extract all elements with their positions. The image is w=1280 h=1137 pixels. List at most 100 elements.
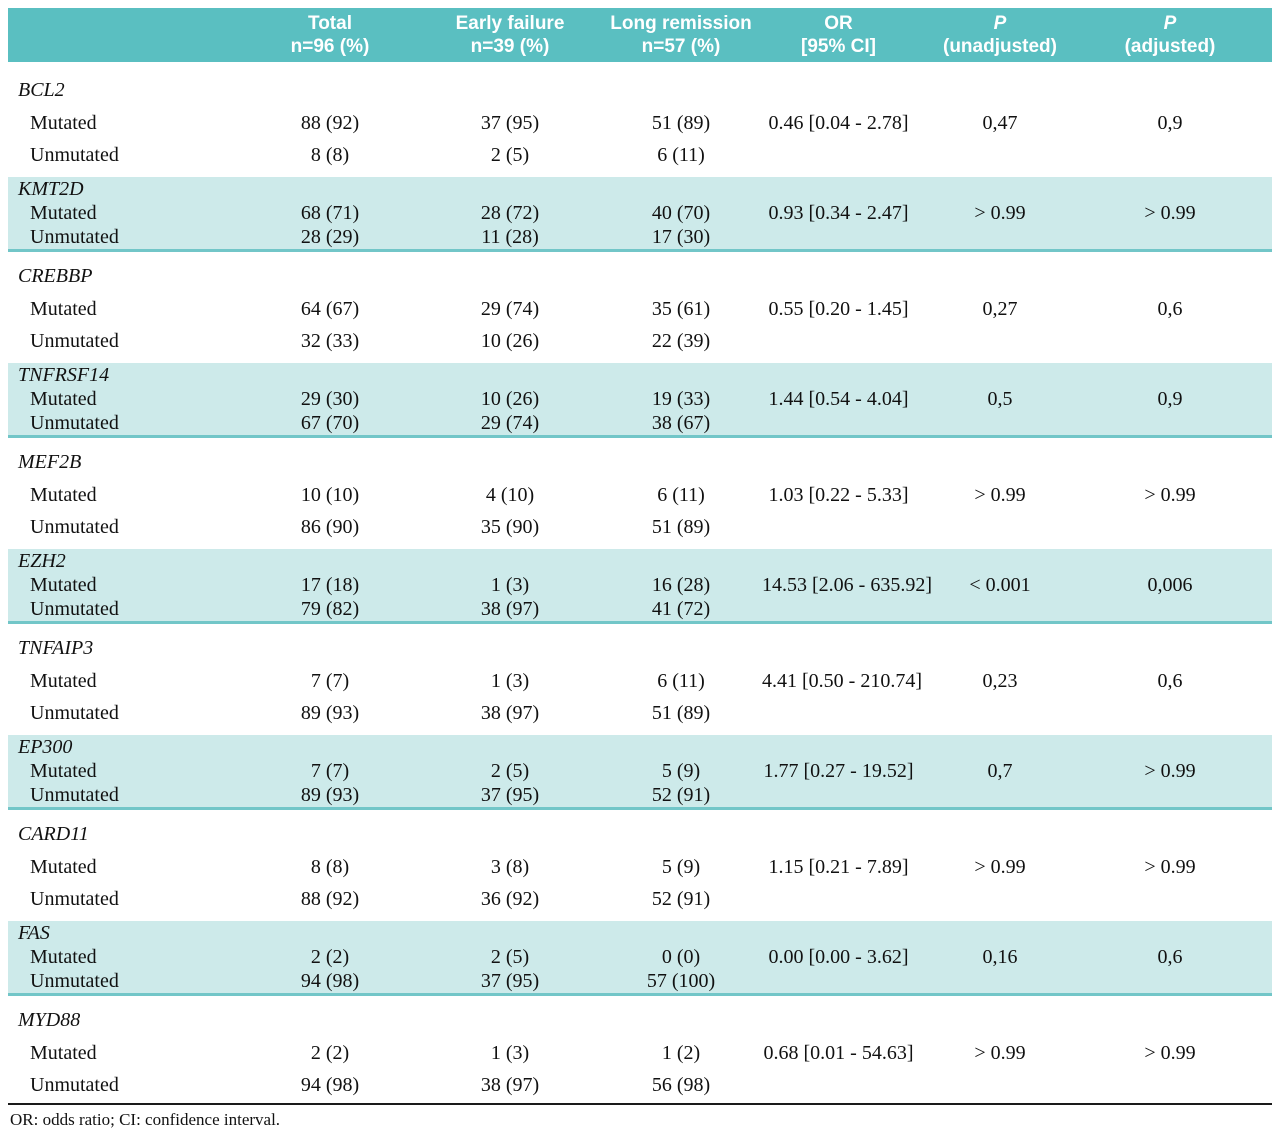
long-remission-cell: 35 (61) bbox=[651, 298, 711, 320]
gene-name: BCL2 bbox=[18, 79, 65, 101]
row-label: Mutated bbox=[30, 298, 97, 320]
gene-section-tnfrsf14: TNFRSF14 Mutated 29 (30) 10 (26) 19 (33) 1.44… bbox=[8, 363, 1272, 438]
early-failure-cell: 10 (26) bbox=[480, 388, 540, 410]
gene-name-row: FAS bbox=[8, 921, 1272, 945]
early-failure-cell: 2 (5) bbox=[490, 144, 530, 166]
row-label: Unmutated bbox=[30, 598, 119, 620]
header-line: OR bbox=[824, 13, 853, 34]
table-row: Mutated 2 (2) 2 (5) 0 (0) 0.00 [0.00 - 3.62]… bbox=[8, 945, 1272, 969]
gene-section-card11: CARD11 Mutated 8 (8) 3 (8) 5 (9) 1.15 [0.21 -… bbox=[8, 810, 1272, 921]
total-cell: 89 (93) bbox=[300, 784, 360, 806]
row-label: Unmutated bbox=[30, 144, 119, 166]
row-label: Unmutated bbox=[30, 970, 119, 992]
early-failure-cell: 1 (3) bbox=[490, 1042, 530, 1064]
p-unadjusted-cell: > 0.99 bbox=[974, 202, 1026, 224]
gene-name-row: CREBBP bbox=[8, 260, 1272, 293]
p-adjusted-cell: 0,6 bbox=[1157, 946, 1183, 968]
row-label: Unmutated bbox=[30, 516, 119, 538]
gene-name: TNFRSF14 bbox=[18, 364, 110, 386]
gene-name-row: TNFAIP3 bbox=[8, 632, 1272, 665]
early-failure-cell: 29 (74) bbox=[480, 298, 540, 320]
header-line: Long remission bbox=[610, 13, 752, 34]
early-failure-cell: 38 (97) bbox=[480, 702, 540, 724]
total-cell: 79 (82) bbox=[300, 598, 360, 620]
header-line: Early failure bbox=[455, 13, 565, 34]
table-row: Unmutated 79 (82) 38 (97) 41 (72) bbox=[8, 597, 1272, 621]
or-ci-cell: 0.46 [0.04 - 2.78] bbox=[768, 112, 909, 134]
table-row: Mutated 68 (71) 28 (72) 40 (70) 0.93 [0.34 -… bbox=[8, 201, 1272, 225]
p-unadjusted-cell: > 0.99 bbox=[974, 484, 1026, 506]
long-remission-cell: 6 (11) bbox=[657, 484, 705, 506]
header-line: n=57 (%) bbox=[641, 36, 721, 57]
gene-name: FAS bbox=[18, 922, 50, 944]
total-cell: 94 (98) bbox=[300, 970, 360, 992]
total-cell: 88 (92) bbox=[300, 888, 360, 910]
header-line: P bbox=[1163, 13, 1177, 34]
table-header: Total n=96 (%) Early failure n=39 (%) Lo… bbox=[8, 8, 1272, 62]
long-remission-cell: 22 (39) bbox=[651, 330, 711, 352]
p-unadjusted-cell: 0,47 bbox=[982, 112, 1018, 134]
p-unadjusted-cell: 0,23 bbox=[982, 670, 1018, 692]
long-remission-cell: 51 (89) bbox=[651, 112, 711, 134]
gene-name: MEF2B bbox=[18, 451, 82, 473]
gene-section-ep300: EP300 Mutated 7 (7) 2 (5) 5 (9) 1.77 [0.27 - … bbox=[8, 735, 1272, 810]
table-row: Unmutated 28 (29) 11 (28) 17 (30) bbox=[8, 225, 1272, 249]
row-label: Mutated bbox=[30, 484, 97, 506]
gene-section-kmt2d: KMT2D Mutated 68 (71) 28 (72) 40 (70) 0.93 [0… bbox=[8, 177, 1272, 252]
table-row: Mutated 2 (2) 1 (3) 1 (2) 0.68 [0.01 - 54.63… bbox=[8, 1037, 1272, 1069]
total-cell: 2 (2) bbox=[310, 946, 350, 968]
long-remission-cell: 38 (67) bbox=[651, 412, 711, 434]
table-row: Mutated 10 (10) 4 (10) 6 (11) 1.03 [0.22 - 5… bbox=[8, 479, 1272, 511]
gene-name-row: EZH2 bbox=[8, 549, 1272, 573]
early-failure-cell: 1 (3) bbox=[490, 670, 530, 692]
total-cell: 67 (70) bbox=[300, 412, 360, 434]
header-col-long-remission: Long remission n=57 (%) bbox=[600, 12, 762, 58]
or-ci-cell: 0.93 [0.34 - 2.47] bbox=[768, 202, 909, 224]
table-row: Unmutated 32 (33) 10 (26) 22 (39) bbox=[8, 325, 1272, 357]
long-remission-cell: 41 (72) bbox=[651, 598, 711, 620]
early-failure-cell: 4 (10) bbox=[485, 484, 535, 506]
row-label: Unmutated bbox=[30, 412, 119, 434]
table-row: Mutated 29 (30) 10 (26) 19 (33) 1.44 [0.54 -… bbox=[8, 387, 1272, 411]
long-remission-cell: 40 (70) bbox=[651, 202, 711, 224]
gene-name-row: TNFRSF14 bbox=[8, 363, 1272, 387]
p-adjusted-cell: > 0.99 bbox=[1144, 856, 1196, 878]
total-cell: 8 (8) bbox=[310, 144, 350, 166]
total-cell: 17 (18) bbox=[300, 574, 360, 596]
p-adjusted-cell: > 0.99 bbox=[1144, 1042, 1196, 1064]
p-adjusted-cell: 0,9 bbox=[1157, 388, 1183, 410]
long-remission-cell: 19 (33) bbox=[651, 388, 711, 410]
table-row: Mutated 17 (18) 1 (3) 16 (28) 14.53 [2.06 - … bbox=[8, 573, 1272, 597]
total-cell: 88 (92) bbox=[300, 112, 360, 134]
gene-name: CREBBP bbox=[18, 265, 93, 287]
header-line: n=96 (%) bbox=[290, 36, 370, 57]
table-row: Unmutated 67 (70) 29 (74) 38 (67) bbox=[8, 411, 1272, 435]
row-label: Mutated bbox=[30, 388, 97, 410]
row-label: Mutated bbox=[30, 856, 97, 878]
or-ci-cell: 1.03 [0.22 - 5.33] bbox=[768, 484, 909, 506]
long-remission-cell: 0 (0) bbox=[661, 946, 701, 968]
total-cell: 7 (7) bbox=[310, 670, 350, 692]
early-failure-cell: 37 (95) bbox=[480, 112, 540, 134]
gene-section-fas: FAS Mutated 2 (2) 2 (5) 0 (0) 0.00 [0.00 - 3.… bbox=[8, 921, 1272, 996]
gene-section-bcl2: BCL2 Mutated 88 (92) 37 (95) 51 (89) 0.46 [0.… bbox=[8, 62, 1272, 177]
header-col-or-ci: OR [95% CI] bbox=[762, 12, 915, 58]
gene-section-tnfaip3: TNFAIP3 Mutated 7 (7) 1 (3) 6 (11) 4.41 [0.50… bbox=[8, 624, 1272, 735]
p-adjusted-cell: 0,6 bbox=[1157, 670, 1183, 692]
gene-name: EZH2 bbox=[18, 550, 66, 572]
row-label: Mutated bbox=[30, 760, 97, 782]
total-cell: 64 (67) bbox=[300, 298, 360, 320]
header-line: Total bbox=[308, 13, 352, 34]
header-line: (unadjusted) bbox=[943, 36, 1057, 57]
row-label: Unmutated bbox=[30, 226, 119, 248]
table-row: Unmutated 86 (90) 35 (90) 51 (89) bbox=[8, 511, 1272, 543]
gene-name-row: KMT2D bbox=[8, 177, 1272, 201]
footer-rule bbox=[8, 1103, 1272, 1105]
header-line: (adjusted) bbox=[1124, 36, 1216, 57]
gene-name-row: MEF2B bbox=[8, 446, 1272, 479]
table-row: Mutated 7 (7) 2 (5) 5 (9) 1.77 [0.27 - 19.52… bbox=[8, 759, 1272, 783]
table-row: Mutated 88 (92) 37 (95) 51 (89) 0.46 [0.04 -… bbox=[8, 107, 1272, 139]
row-label: Mutated bbox=[30, 112, 97, 134]
header-col-total: Total n=96 (%) bbox=[240, 12, 420, 58]
